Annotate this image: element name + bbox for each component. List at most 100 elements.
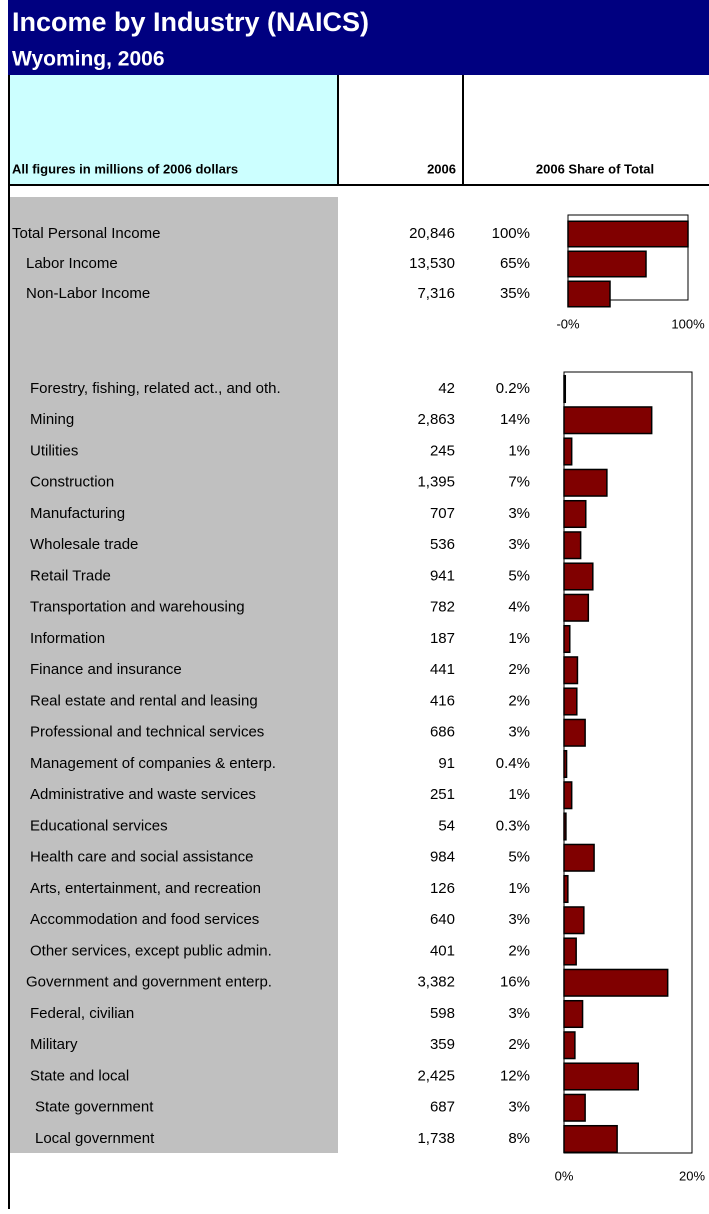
row-label: Wholesale trade [30, 536, 138, 553]
title: Income by Industry (NAICS) [12, 7, 369, 37]
row-value: 1,738 [417, 1130, 455, 1147]
bar [563, 499, 587, 529]
row-label: Construction [30, 474, 114, 491]
bar [563, 468, 608, 497]
row-label: Military [30, 1036, 78, 1053]
row-value: 187 [430, 630, 455, 647]
bar [563, 999, 584, 1029]
row-label: Government and government enterp. [26, 974, 272, 991]
row-label: State government [35, 1099, 154, 1116]
row-label: Health care and social assistance [30, 849, 253, 866]
header-cell [8, 75, 338, 185]
row-share: 35% [500, 285, 530, 302]
bar [563, 374, 567, 404]
row-label: Accommodation and food services [30, 911, 259, 928]
row-label: Information [30, 630, 105, 647]
row-value: 20,846 [409, 225, 455, 242]
row-value: 401 [430, 942, 455, 959]
row-value: 245 [430, 442, 455, 459]
bar [567, 250, 647, 278]
x-tick-label: 20% [679, 1168, 705, 1183]
row-label: Federal, civilian [30, 1005, 134, 1022]
row-value: 359 [430, 1036, 455, 1053]
row-label: Real estate and rental and leasing [30, 692, 258, 709]
row-label: Retail Trade [30, 567, 111, 584]
row-value: 42 [438, 380, 455, 397]
row-value: 2,425 [417, 1067, 455, 1084]
row-value: 13,530 [409, 255, 455, 272]
row-share: 5% [508, 567, 530, 584]
row-share: 0.4% [496, 755, 530, 772]
row-share: 0.2% [496, 380, 530, 397]
bar [563, 656, 579, 685]
row-label: Finance and insurance [30, 661, 182, 678]
row-value: 441 [430, 661, 455, 678]
column-header: 2006 [427, 161, 456, 176]
row-value: 686 [430, 724, 455, 741]
row-value: 1,395 [417, 474, 455, 491]
row-label: Administrative and waste services [30, 786, 256, 803]
row-label: Forestry, fishing, related act., and oth… [30, 380, 281, 397]
row-share: 100% [492, 225, 530, 242]
bar [563, 1062, 639, 1091]
label-column [8, 197, 338, 1153]
x-tick-label: 100% [671, 316, 705, 331]
row-share: 12% [500, 1067, 530, 1084]
bar [563, 406, 653, 435]
row-share: 5% [508, 849, 530, 866]
row-label: State and local [30, 1067, 129, 1084]
row-value: 536 [430, 536, 455, 553]
row-label: Mining [30, 411, 74, 428]
column-header: All figures in millions of 2006 dollars [12, 161, 238, 176]
bar [563, 562, 594, 591]
bar [563, 687, 578, 716]
row-value: 782 [430, 599, 455, 616]
row-value: 126 [430, 880, 455, 897]
row-value: 416 [430, 692, 455, 709]
bar [563, 843, 595, 872]
row-share: 2% [508, 692, 530, 709]
bar [563, 624, 571, 654]
row-value: 984 [430, 849, 455, 866]
row-share: 2% [508, 1036, 530, 1053]
bar [563, 874, 569, 904]
row-share: 4% [508, 599, 530, 616]
bar [563, 593, 590, 622]
bar [563, 1124, 618, 1154]
bar [563, 718, 586, 747]
row-value: 598 [430, 1005, 455, 1022]
row-share: 14% [500, 411, 530, 428]
row-share: 65% [500, 255, 530, 272]
bar [563, 968, 669, 997]
row-share: 2% [508, 942, 530, 959]
bar [563, 812, 567, 841]
bar [563, 1031, 576, 1060]
row-share: 1% [508, 630, 530, 647]
row-label: Management of companies & enterp. [30, 755, 276, 772]
row-label: Labor Income [26, 255, 118, 272]
bar [563, 437, 573, 466]
row-share: 1% [508, 442, 530, 459]
row-value: 91 [438, 755, 455, 772]
row-share: 3% [508, 911, 530, 928]
row-label: Other services, except public admin. [30, 942, 272, 959]
row-share: 3% [508, 505, 530, 522]
row-label: Non-Labor Income [26, 285, 150, 302]
bar [563, 937, 577, 966]
row-label: Utilities [30, 442, 78, 459]
column-header: 2006 Share of Total [536, 161, 654, 176]
row-share: 1% [508, 786, 530, 803]
bar [563, 906, 585, 935]
row-value: 640 [430, 911, 455, 928]
row-value: 251 [430, 786, 455, 803]
row-label: Total Personal Income [12, 225, 160, 242]
row-label: Transportation and warehousing [30, 599, 245, 616]
row-share: 2% [508, 661, 530, 678]
bar [563, 531, 582, 560]
row-label: Professional and technical services [30, 724, 264, 741]
bar [567, 220, 689, 248]
row-share: 1% [508, 880, 530, 897]
row-label: Manufacturing [30, 505, 125, 522]
header-band [8, 0, 709, 75]
